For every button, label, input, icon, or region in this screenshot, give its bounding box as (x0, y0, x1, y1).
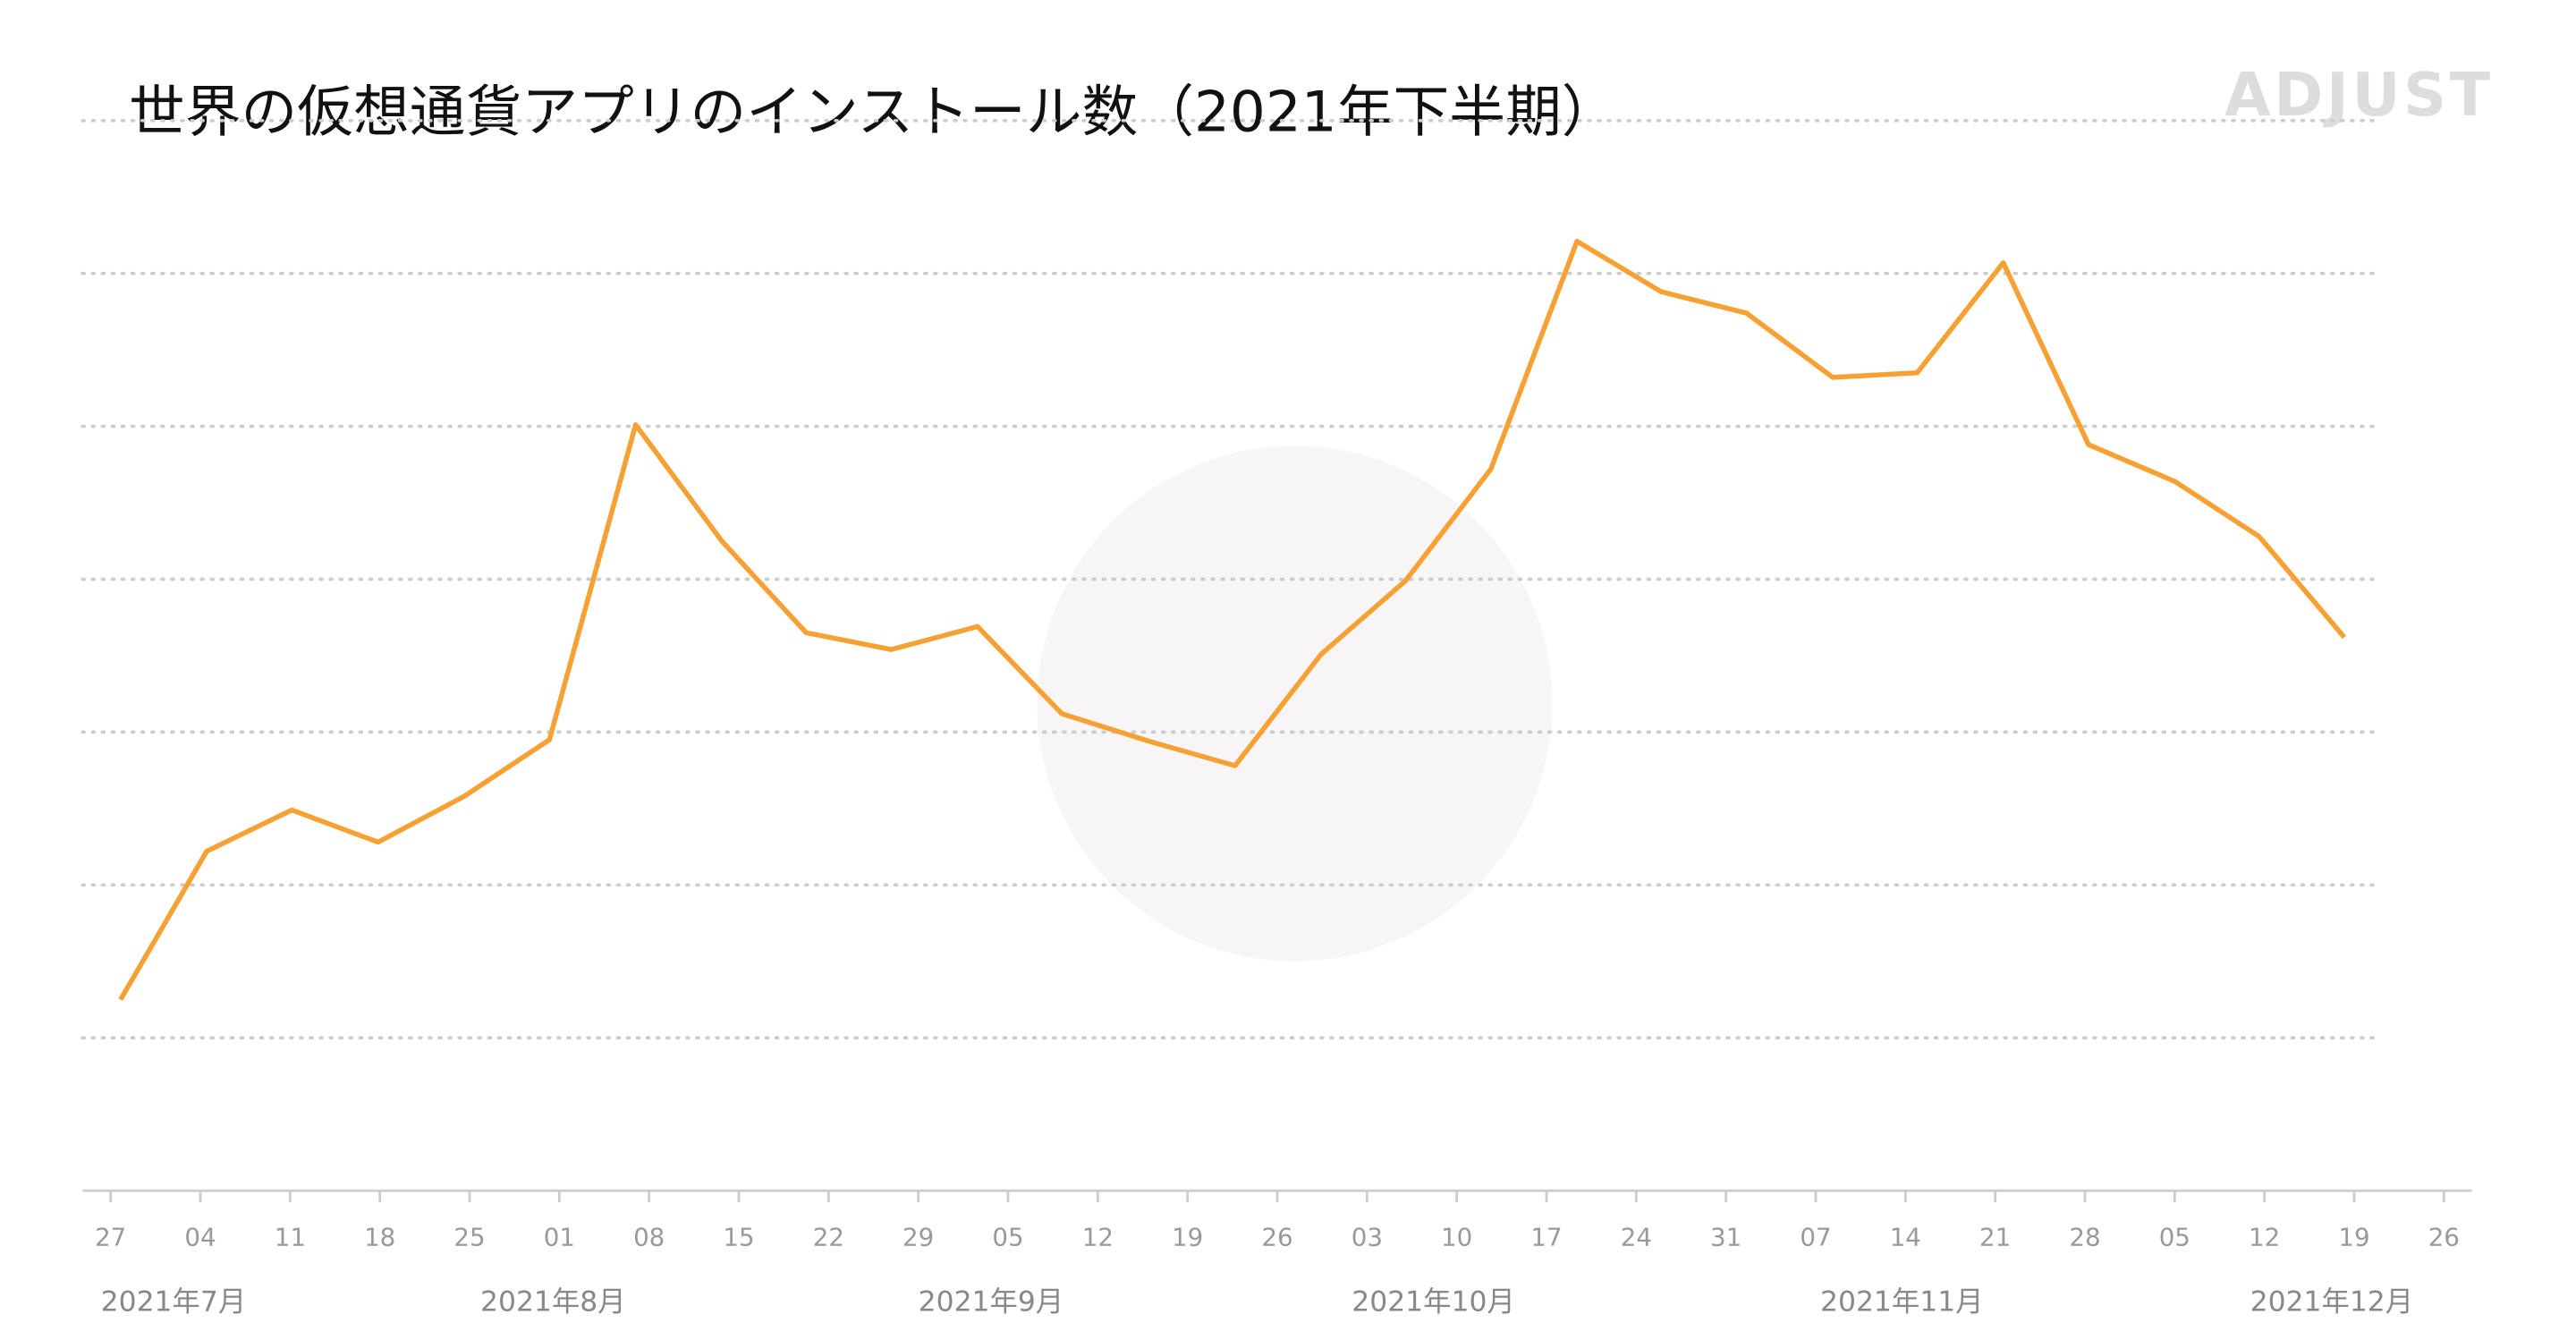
x-tick-label: 11 (275, 1223, 306, 1252)
line (118, 239, 2347, 1001)
x-tick-label: 12 (2249, 1223, 2280, 1252)
month-label: 2021年12月 (2250, 1286, 2414, 1319)
x-tick-label: 12 (1082, 1223, 1114, 1252)
x-tick-label: 15 (723, 1223, 754, 1252)
month-label: 2021年10月 (1352, 1286, 1515, 1319)
x-tick-label: 25 (453, 1223, 485, 1252)
x-tick-label: 03 (1352, 1223, 1383, 1252)
x-tick-label: 04 (184, 1223, 216, 1252)
x-tick-label: 22 (813, 1223, 844, 1252)
watermark (1037, 445, 1553, 962)
month-label: 2021年7月 (101, 1286, 247, 1319)
x-tick-label: 07 (1800, 1223, 1831, 1252)
x-tick-label: 26 (2428, 1223, 2460, 1252)
x-tick-label: 01 (544, 1223, 575, 1252)
x-tick-label: 05 (2159, 1223, 2190, 1252)
x-tick-label: 19 (1172, 1223, 1203, 1252)
x-tick-label: 29 (902, 1223, 934, 1252)
x-tick-label: 31 (1710, 1223, 1741, 1252)
x-tick-label: 10 (1441, 1223, 1472, 1252)
x-tick-label: 28 (2069, 1223, 2100, 1252)
month-label: 2021年8月 (480, 1286, 626, 1319)
x-tick-label: 27 (95, 1223, 126, 1252)
x-tick-label: 14 (1890, 1223, 1921, 1252)
x-tick-label: 19 (2338, 1223, 2369, 1252)
x-tick-label: 21 (1979, 1223, 2011, 1252)
x-tick-label: 26 (1261, 1223, 1292, 1252)
x-tick-label: 18 (364, 1223, 395, 1252)
chart-title: 世界の仮想通貨アプリのインストール数（2021年下半期） (129, 79, 1617, 144)
x-tick-label: 05 (992, 1223, 1023, 1252)
x-tick-label: 24 (1621, 1223, 1652, 1252)
x-tick-label: 17 (1530, 1223, 1562, 1252)
x-tick-label: 08 (633, 1223, 665, 1252)
month-label: 2021年9月 (919, 1286, 1064, 1319)
brand-logo: ADJUST (2224, 60, 2494, 130)
month-label: 2021年11月 (1820, 1286, 1984, 1319)
